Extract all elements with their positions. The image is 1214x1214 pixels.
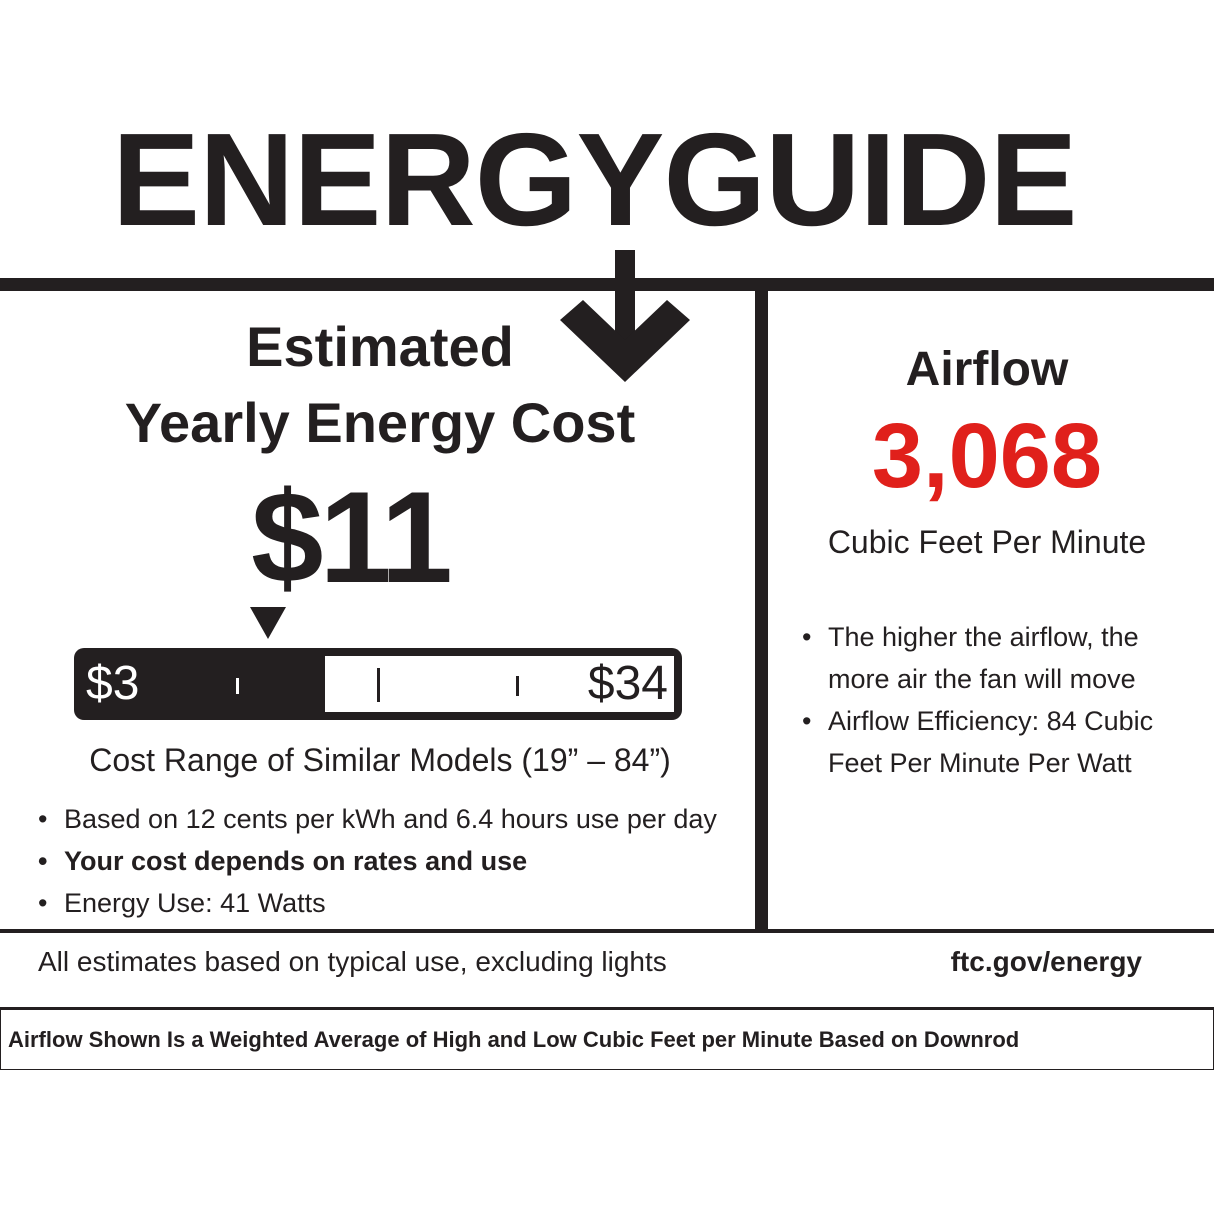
disclaimer-top-border (0, 1007, 1214, 1010)
airflow-bullets: The higher the airflow, the more air the… (802, 616, 1182, 784)
cost-bullets: Based on 12 cents per kWh and 6.4 hours … (38, 798, 753, 924)
range-tick (516, 676, 519, 696)
range-tick (236, 678, 239, 694)
footer-divider (0, 929, 1214, 933)
airflow-bullet: The higher the airflow, the more air the… (802, 616, 1182, 700)
energyguide-title: ENERGYGUIDE (112, 106, 1078, 253)
cost-bullet: Your cost depends on rates and use (38, 840, 753, 882)
cost-range-caption: Cost Range of Similar Models (19” – 84”) (89, 742, 671, 778)
estimates-note: All estimates based on typical use, excl… (38, 946, 667, 977)
down-arrow-icon (560, 250, 690, 382)
airflow-disclaimer: Airflow Shown Is a Weighted Average of H… (8, 1027, 1020, 1052)
cost-marker-icon (250, 607, 286, 639)
cost-bullet: Based on 12 cents per kWh and 6.4 hours … (38, 798, 753, 840)
airflow-value: 3,068 (871, 405, 1103, 507)
yearly-cost-value: $11 (251, 464, 453, 610)
range-max-label: $34 (587, 657, 668, 710)
cost-heading-line2: Yearly Energy Cost (124, 391, 636, 454)
cost-range-bar-unfilled (325, 656, 674, 712)
ftc-link[interactable]: ftc.gov/energy (950, 946, 1142, 977)
airflow-bullet: Airflow Efficiency: 84 Cubic Feet Per Mi… (802, 700, 1182, 784)
airflow-unit: Cubic Feet Per Minute (827, 524, 1147, 560)
column-divider (755, 278, 768, 932)
range-tick (377, 668, 380, 702)
range-min-label: $3 (86, 657, 140, 710)
cost-bullet: Energy Use: 41 Watts (38, 882, 753, 924)
cost-heading-line1: Estimated (246, 315, 514, 378)
airflow-heading: Airflow (905, 343, 1069, 396)
top-divider (0, 278, 1214, 291)
cost-range-bar: $3 $34 (74, 648, 682, 720)
